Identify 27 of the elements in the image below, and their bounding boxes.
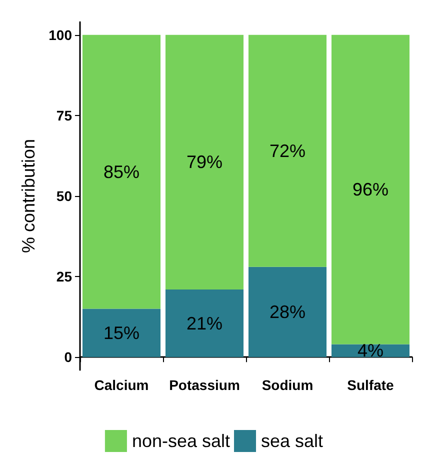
bar bbox=[82, 34, 161, 309]
data-label: 79% bbox=[186, 152, 223, 172]
bar bbox=[165, 34, 244, 290]
y-tick-label: 50 bbox=[56, 188, 72, 204]
x-tick-label: Sulfate bbox=[347, 377, 394, 393]
x-tick-label: Calcium bbox=[94, 377, 149, 393]
data-label: 72% bbox=[269, 140, 306, 161]
x-tick-label: Sodium bbox=[262, 377, 314, 393]
legend-label: non-sea salt bbox=[132, 431, 230, 451]
y-tick-label: 0 bbox=[64, 349, 72, 366]
data-label: 21% bbox=[186, 313, 223, 334]
legend-label: sea salt bbox=[261, 431, 324, 451]
data-label: 85% bbox=[103, 162, 140, 182]
data-label: 15% bbox=[103, 322, 140, 343]
data-label: 96% bbox=[352, 180, 389, 200]
y-tick-label: 75 bbox=[56, 107, 72, 124]
y-axis-title: % contribution bbox=[18, 138, 39, 254]
bar bbox=[165, 289, 244, 358]
data-label: 4% bbox=[357, 340, 384, 361]
data-label: 28% bbox=[269, 302, 306, 322]
bar bbox=[248, 266, 327, 358]
bar bbox=[248, 34, 327, 267]
bar bbox=[331, 34, 410, 344]
bar bbox=[82, 308, 161, 358]
y-tick-label: 100 bbox=[48, 26, 72, 43]
y-tick-label: 25 bbox=[56, 268, 72, 285]
x-tick-label: Potassium bbox=[169, 377, 240, 393]
